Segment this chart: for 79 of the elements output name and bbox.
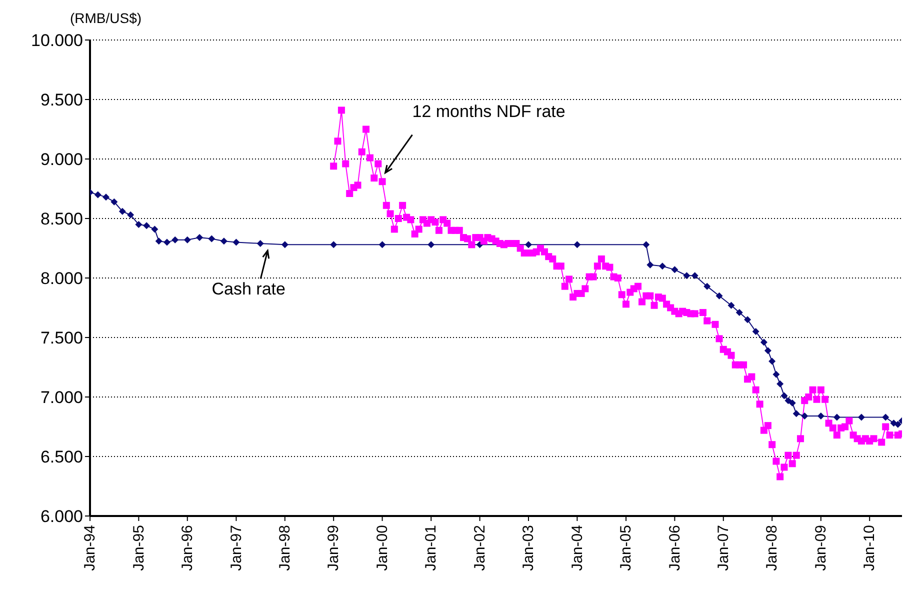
- point: [736, 309, 743, 316]
- point: [691, 272, 698, 280]
- point: [330, 241, 338, 248]
- point: [110, 198, 118, 206]
- point: [894, 420, 902, 428]
- point: [776, 380, 784, 388]
- point: [378, 241, 386, 248]
- x-tick-label: Jan-94: [82, 525, 99, 571]
- x-tick-label: Jan-10: [861, 525, 878, 571]
- x-tick-label: Jan-09: [812, 525, 830, 571]
- point: [683, 272, 690, 280]
- point: [208, 235, 216, 242]
- x-tick-label: Jan-00: [374, 525, 391, 571]
- point: [135, 220, 142, 228]
- x-tick-label: Jan-99: [325, 525, 342, 571]
- point: [768, 358, 776, 365]
- point: [94, 191, 102, 198]
- point: [642, 241, 650, 248]
- point: [833, 414, 840, 421]
- point: [102, 194, 110, 201]
- point: [428, 241, 435, 248]
- point: [196, 234, 204, 242]
- point: [882, 414, 890, 421]
- y-tick-label: 9.000: [40, 150, 83, 170]
- point: [671, 266, 678, 274]
- x-tick-label: Jan-03: [520, 525, 538, 571]
- y-tick-label: 7.000: [40, 388, 83, 408]
- point: [281, 241, 288, 248]
- point: [744, 316, 752, 324]
- x-tick-label: Jan-05: [618, 525, 635, 571]
- x-tick-label: Jan-96: [179, 525, 196, 571]
- point: [118, 208, 126, 215]
- point: [524, 241, 532, 248]
- point: [574, 241, 581, 248]
- point: [760, 338, 768, 346]
- x-tick-label: Jan-01: [422, 525, 440, 571]
- y-tick-label: 7.500: [40, 328, 83, 348]
- point: [752, 328, 760, 336]
- point: [728, 302, 735, 309]
- point: [127, 211, 134, 218]
- point: [817, 412, 824, 420]
- y-tick-label: 6.500: [40, 448, 83, 467]
- x-tick-label: Jan-08: [764, 525, 781, 571]
- point: [788, 399, 796, 406]
- point: [172, 236, 179, 244]
- x-tick-label: Jan-07: [715, 525, 732, 571]
- point: [801, 412, 808, 420]
- point: [792, 410, 800, 418]
- x-tick-label: Jan-04: [568, 525, 586, 571]
- point: [764, 347, 772, 354]
- point: [704, 282, 711, 290]
- x-tick-label: Jan-02: [471, 525, 488, 571]
- y-tick-label: 9.500: [40, 90, 83, 110]
- y-tick-label: 8.000: [40, 269, 83, 288]
- point: [256, 240, 264, 247]
- annotation: 12 months NDF rate: [412, 102, 566, 121]
- point: [143, 222, 150, 230]
- annotation: Cash rate: [212, 280, 286, 299]
- point: [658, 262, 666, 270]
- point: [163, 238, 170, 246]
- point: [772, 370, 780, 378]
- y-axis-title: (RMB/US$): [70, 10, 142, 26]
- y-tick-label: 10.000: [31, 31, 83, 50]
- x-tick-label: Jan-95: [130, 525, 148, 571]
- point: [646, 261, 654, 268]
- point: [184, 236, 191, 244]
- y-tick-label: 8.500: [40, 210, 83, 229]
- x-tick-label: Jan-98: [276, 525, 294, 571]
- point: [232, 238, 240, 246]
- y-tick-label: 6.000: [40, 507, 83, 526]
- point: [858, 414, 865, 421]
- point: [784, 397, 792, 404]
- point: [716, 292, 723, 300]
- point: [155, 238, 162, 245]
- x-tick-label: Jan-06: [666, 525, 684, 571]
- x-tick-label: Jan-97: [228, 525, 245, 571]
- point: [220, 238, 228, 245]
- point: [151, 226, 158, 233]
- point: [780, 392, 788, 400]
